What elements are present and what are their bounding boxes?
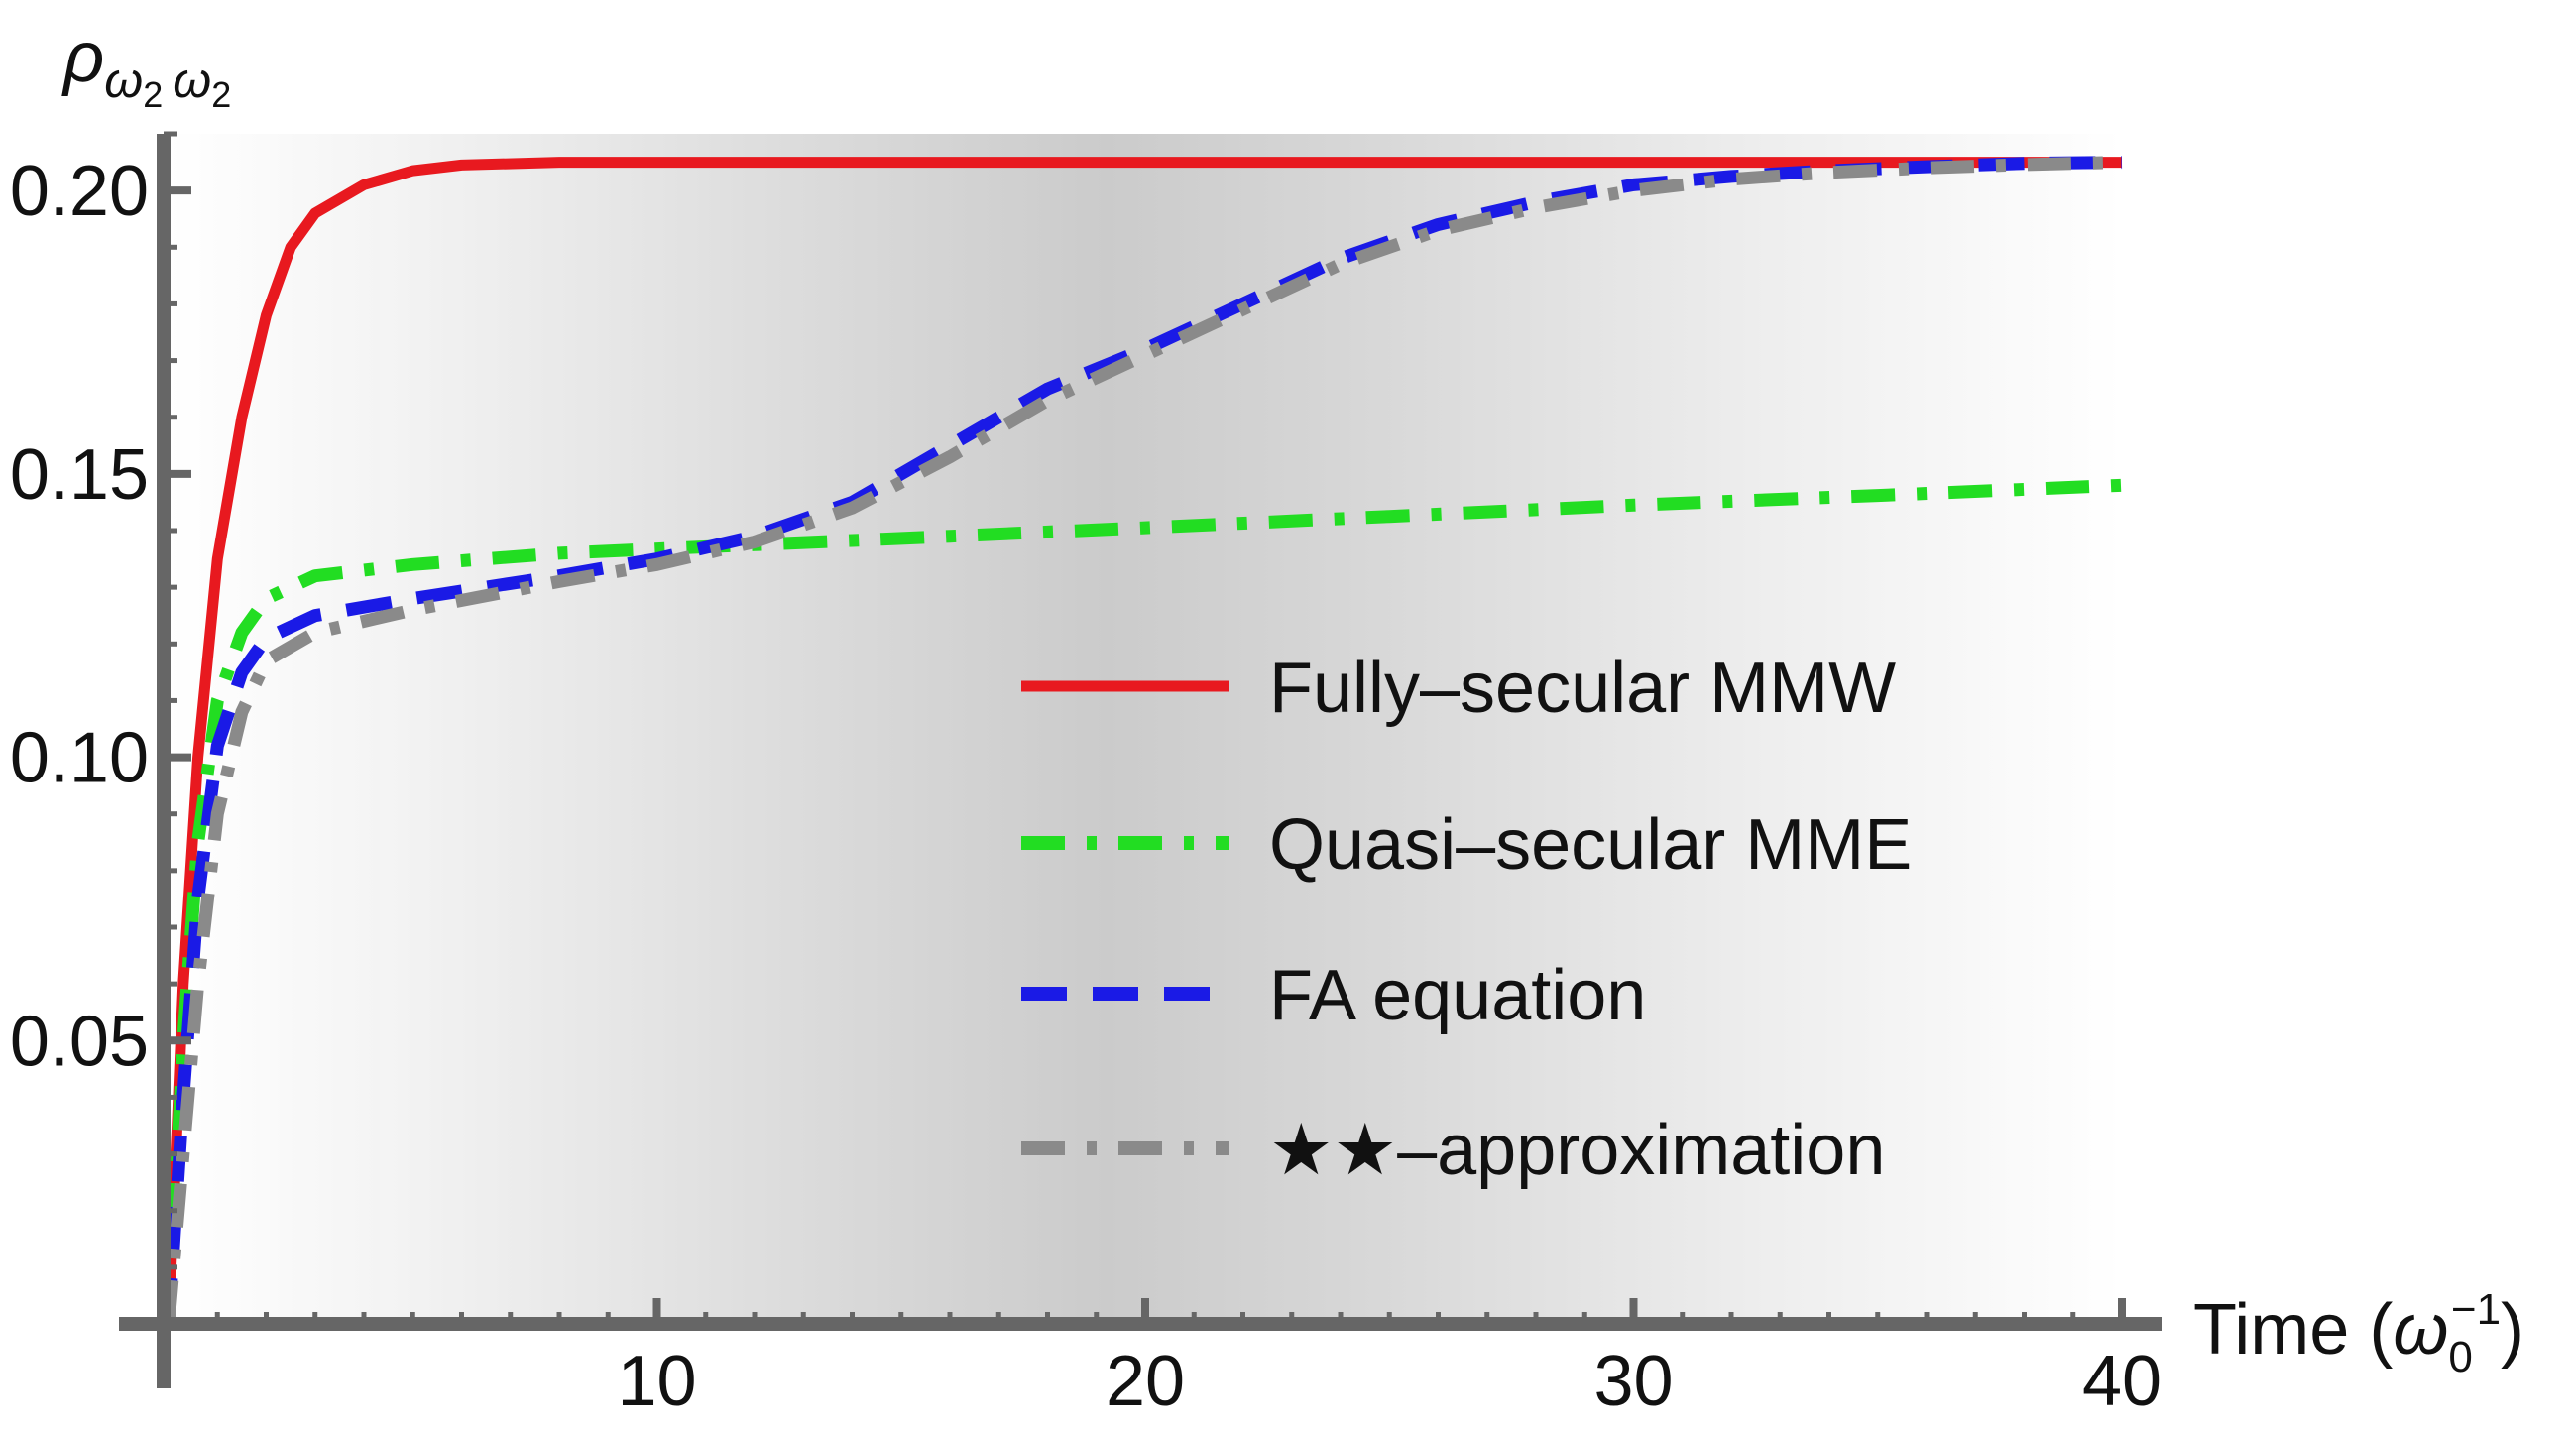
legend-label-3: ★★–approximation <box>1269 1111 1885 1190</box>
legend-label-2: FA equation <box>1269 956 1646 1035</box>
x-tick-label: 30 <box>1593 1342 1673 1421</box>
y-axis-title-sub1-index: 2 <box>143 74 163 115</box>
y-tick-label: 0.05 <box>10 1002 149 1081</box>
series-line-1 <box>162 478 2123 1325</box>
x-axis-title-suffix: ) <box>2501 1290 2524 1370</box>
x-axis-title: Time (ω0−1) <box>2193 1285 2524 1381</box>
x-axis-title-sup: −1 <box>2451 1285 2501 1334</box>
x-axis-title-prefix: Time ( <box>2193 1290 2393 1370</box>
x-axis-title-symbol: ω <box>2393 1290 2448 1370</box>
plot-background <box>169 134 2122 1324</box>
series-line-3 <box>162 156 2123 1325</box>
series-line-2 <box>162 156 2123 1325</box>
y-tick-label: 0.20 <box>10 152 149 231</box>
y-axis-title-sub1: ω <box>104 53 143 108</box>
y-ticks: 0.05 0.10 0.15 0.20 <box>10 131 191 1270</box>
svg-text:Time (ω0−1): Time (ω0−1) <box>2193 1285 2524 1381</box>
y-tick-label: 0.15 <box>10 435 149 515</box>
x-axis-title-sub: 0 <box>2448 1333 2472 1381</box>
legend: Fully–secular MMW Quasi–secular MME FA equ… <box>1021 649 1912 1190</box>
y-axis-title-sub2: ω <box>173 53 211 108</box>
series-line-0 <box>163 157 2122 1325</box>
y-axis-title-sub2-index: 2 <box>211 74 231 115</box>
x-ticks: 10 20 30 40 <box>214 1298 2162 1421</box>
x-tick-label: 10 <box>617 1342 696 1421</box>
series-layer <box>162 156 2123 1325</box>
x-tick-label: 20 <box>1106 1342 1185 1421</box>
y-axis-title-symbol: ρ <box>61 18 104 97</box>
y-tick-label: 0.10 <box>10 719 149 798</box>
x-tick-label: 40 <box>2082 1342 2162 1421</box>
legend-label-1: Quasi–secular MME <box>1269 805 1912 885</box>
y-axis-title: ρω2 ω2 <box>61 18 231 115</box>
legend-label-0: Fully–secular MMW <box>1269 649 1896 728</box>
